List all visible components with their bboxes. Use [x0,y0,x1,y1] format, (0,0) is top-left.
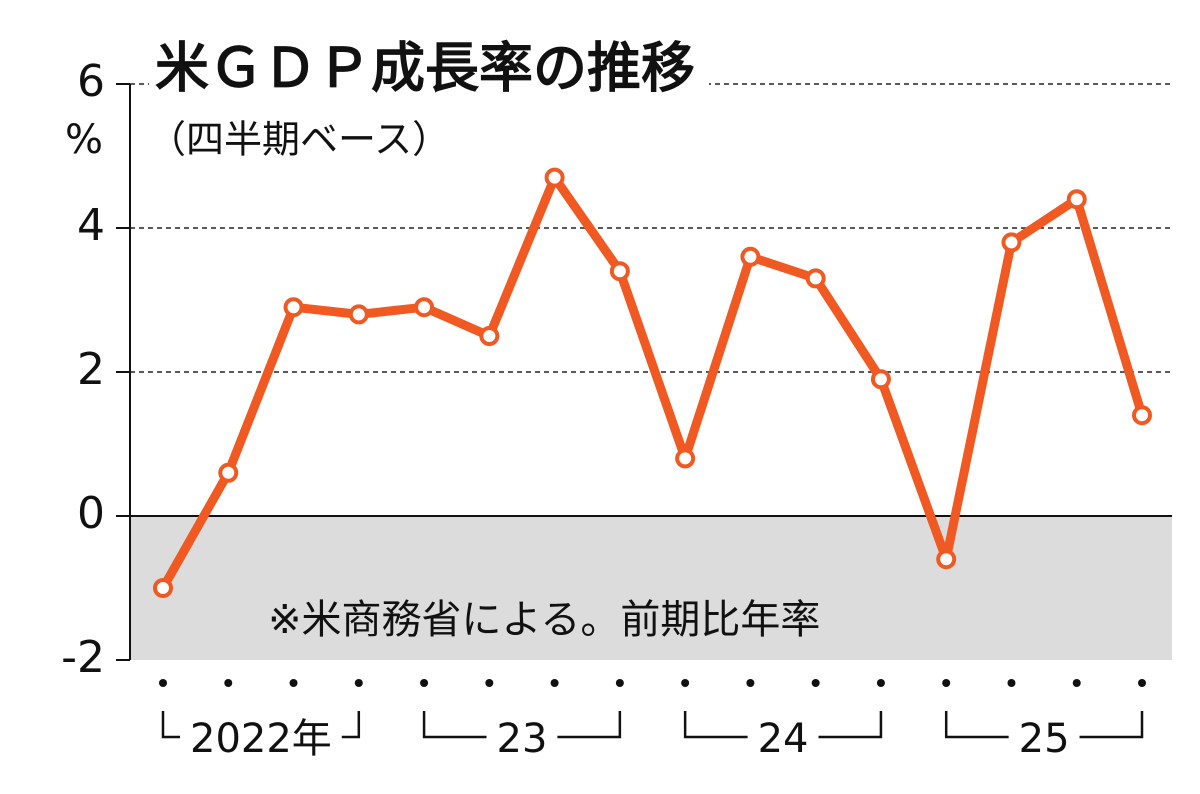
year-bracket [557,711,622,739]
x-tick-dot [681,679,690,687]
data-point [609,261,630,282]
x-tick-dot [746,679,755,687]
x-tick-dot [354,679,363,687]
x-tick-dot [1072,679,1081,687]
x-tick-dot [1007,679,1016,687]
data-line [159,173,1147,591]
chart-title: 米ＧＤＰ成長率の推移 [155,37,695,100]
data-point [1066,189,1087,210]
y-tick-label: 6 [77,56,105,107]
data-point [1132,405,1152,426]
y-tick-label: -2 [61,632,105,683]
data-point [740,246,761,267]
data-point [479,326,500,346]
x-tick-dot [615,679,624,687]
y-tick-label: 2 [77,344,105,395]
data-point [936,549,957,570]
data-point [283,297,304,318]
x-tick-dot [1138,679,1146,687]
chart-subtitle: （四半期ベース） [148,118,450,162]
x-tick-dot [289,679,298,687]
year-bracket [341,711,361,739]
data-point [675,448,696,469]
note: ※米商務省による。前期比年率 [268,597,820,643]
x-tick-dot [550,679,559,687]
y-tick-label: 4 [77,200,105,251]
x-tick-dot [224,679,233,687]
data-point [348,304,369,325]
year-bracket [944,711,1009,739]
data-point [1001,232,1022,253]
year-label: 24 [758,716,809,762]
x-tick-dot [159,679,167,687]
year-bracket [422,711,487,739]
x-tick-dot [420,679,429,687]
title-backdrop [149,78,709,90]
year-bracket [161,711,181,739]
year-bracket [818,711,883,739]
x-tick-dot [876,679,885,687]
data-point [544,167,565,188]
year-label: 23 [497,716,548,762]
data-point [870,369,891,390]
year-label: 2022年 [190,716,332,762]
x-tick-dot [942,679,951,687]
data-point [805,268,826,289]
x-tick-dot [811,679,820,687]
data-point [414,297,435,318]
y-unit: % [65,117,103,163]
y-tick-label: 0 [77,488,105,539]
x-tick-dot [485,679,494,687]
year-bracket [1079,711,1144,739]
data-point [153,578,173,598]
negative-area [130,516,1172,660]
year-label: 25 [1019,716,1070,762]
data-point [218,462,239,483]
year-bracket [683,711,748,739]
